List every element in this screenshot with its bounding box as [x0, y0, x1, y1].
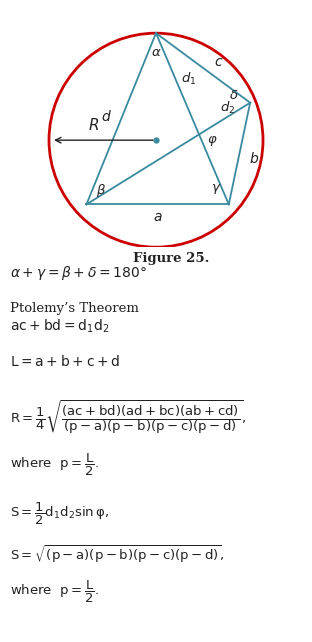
Text: $d$: $d$ — [101, 109, 112, 124]
Text: $\delta$: $\delta$ — [229, 89, 239, 101]
Text: $\beta$: $\beta$ — [96, 182, 106, 199]
Text: $c$: $c$ — [214, 55, 224, 69]
Text: $d_1$: $d_1$ — [181, 71, 196, 87]
Text: $\alpha+\gamma=\beta+\delta=180°$: $\alpha+\gamma=\beta+\delta=180°$ — [10, 264, 147, 282]
Text: $\mathrm{where\ \ p=\dfrac{L}{2}.}$: $\mathrm{where\ \ p=\dfrac{L}{2}.}$ — [10, 452, 99, 478]
Text: Figure 25.: Figure 25. — [134, 252, 210, 265]
Text: Ptolemy’s Theorem: Ptolemy’s Theorem — [10, 302, 139, 315]
Text: $d_2$: $d_2$ — [220, 100, 235, 116]
Text: $b$: $b$ — [249, 152, 260, 166]
Text: $\mathrm{where\ \ p=\dfrac{L}{2}.}$: $\mathrm{where\ \ p=\dfrac{L}{2}.}$ — [10, 579, 99, 605]
Text: $\alpha$: $\alpha$ — [151, 46, 161, 59]
Text: $\mathrm{L=a+b+c+d}$: $\mathrm{L=a+b+c+d}$ — [10, 354, 120, 369]
Text: $\gamma$: $\gamma$ — [211, 182, 221, 196]
Text: $\mathrm{R=\dfrac{1}{4}\sqrt{\dfrac{(ac+bd)(ad+bc)(ab+cd)}{(p-a)(p-b)(p-c)(p-d)}: $\mathrm{R=\dfrac{1}{4}\sqrt{\dfrac{(ac+… — [10, 399, 246, 437]
Text: $\mathrm{S=\sqrt{(p-a)(p-b)(p-c)(p-d)},}$: $\mathrm{S=\sqrt{(p-a)(p-b)(p-c)(p-d)},}… — [10, 543, 225, 565]
Text: $a$: $a$ — [153, 210, 163, 224]
Text: $\mathrm{S=\dfrac{1}{2}d_1d_2\sin\varphi,}$: $\mathrm{S=\dfrac{1}{2}d_1d_2\sin\varphi… — [10, 501, 109, 527]
Text: $\mathrm{ac+bd=d_1d_2}$: $\mathrm{ac+bd=d_1d_2}$ — [10, 318, 110, 335]
Text: $R$: $R$ — [88, 117, 100, 133]
Text: $\varphi$: $\varphi$ — [207, 134, 217, 148]
